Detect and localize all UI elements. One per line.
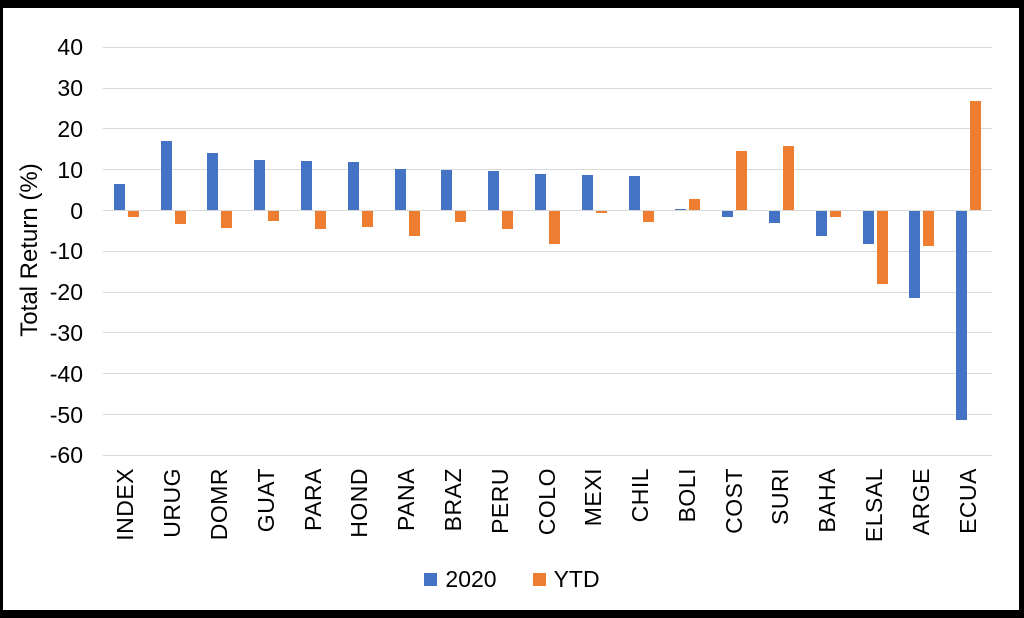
bar-2020-para bbox=[301, 160, 313, 211]
category-label-hond: HOND bbox=[346, 468, 373, 538]
bar-ytd-para bbox=[315, 210, 327, 230]
y-tick-label: 20 bbox=[57, 115, 83, 142]
legend: 2020 YTD bbox=[0, 566, 1024, 593]
gridline bbox=[103, 128, 992, 130]
bar-ytd-pana bbox=[408, 210, 420, 236]
bar-ytd-elsal bbox=[876, 210, 888, 285]
bar-ytd-guat bbox=[268, 210, 280, 222]
bar-2020-colo bbox=[535, 173, 546, 211]
y-tick-label: 30 bbox=[57, 75, 83, 101]
bar-2020-index bbox=[113, 183, 125, 211]
category-label-guat: GUAT bbox=[252, 468, 279, 533]
bar-2020-baha bbox=[815, 210, 827, 237]
category-label-baha: BAHA bbox=[814, 468, 841, 533]
y-tick-label: -20 bbox=[49, 279, 83, 306]
bar-2020-hond bbox=[347, 161, 359, 211]
legend-item-ytd: YTD bbox=[532, 566, 600, 593]
category-label-mexi: MEXI bbox=[580, 468, 607, 527]
gridline bbox=[103, 169, 992, 171]
legend-swatch-ytd bbox=[532, 573, 546, 586]
category-label-peru: PERU bbox=[486, 468, 513, 534]
category-label-para: PARA bbox=[299, 468, 326, 531]
bar-ytd-arge bbox=[923, 210, 935, 247]
gridline bbox=[103, 250, 992, 252]
gridline bbox=[103, 210, 992, 211]
legend-item-2020: 2020 bbox=[424, 566, 497, 593]
bar-2020-domr bbox=[207, 153, 219, 211]
legend-label-2020: 2020 bbox=[445, 566, 497, 592]
bar-2020-suri bbox=[768, 210, 780, 223]
bar-2020-peru bbox=[488, 171, 500, 211]
legend-swatch-2020 bbox=[424, 573, 438, 586]
bar-ytd-cost bbox=[736, 151, 748, 211]
y-tick-label: -30 bbox=[49, 319, 83, 346]
bar-ytd-ecua bbox=[970, 101, 982, 211]
bar-ytd-boli bbox=[689, 199, 701, 211]
y-tick-label: -10 bbox=[49, 238, 83, 265]
category-label-boli: BOLI bbox=[673, 468, 700, 523]
category-label-pana: PANA bbox=[393, 468, 420, 531]
bar-2020-chil bbox=[628, 175, 640, 211]
bar-ytd-braz bbox=[455, 210, 467, 222]
bar-ytd-chil bbox=[642, 210, 654, 223]
y-tick-label: -60 bbox=[49, 442, 83, 469]
y-tick-label: -40 bbox=[49, 360, 83, 387]
y-tick-label: 0 bbox=[70, 197, 83, 224]
category-label-ecua: ECUA bbox=[954, 468, 981, 534]
bar-2020-braz bbox=[441, 170, 453, 211]
gridline bbox=[103, 414, 992, 416]
legend-label-ytd: YTD bbox=[553, 566, 600, 592]
bar-2020-elsal bbox=[862, 210, 874, 245]
gridline bbox=[103, 291, 992, 293]
bar-ytd-mexi bbox=[595, 210, 607, 214]
y-tick-label: -50 bbox=[49, 401, 83, 428]
bar-ytd-hond bbox=[361, 210, 373, 227]
category-label-domr: DOMR bbox=[205, 468, 232, 541]
category-label-chil: CHIL bbox=[627, 468, 654, 523]
bar-2020-boli bbox=[675, 208, 687, 211]
category-label-colo: COLO bbox=[533, 468, 560, 536]
bar-ytd-suri bbox=[782, 146, 794, 211]
gridline bbox=[103, 332, 992, 334]
bar-2020-arge bbox=[909, 210, 921, 299]
bar-ytd-urug bbox=[174, 210, 186, 224]
gridline bbox=[103, 454, 992, 456]
y-tick-label: 10 bbox=[57, 156, 83, 183]
gridline bbox=[103, 373, 992, 375]
bar-2020-ecua bbox=[956, 210, 968, 420]
gridline bbox=[103, 46, 992, 48]
category-label-index: INDEX bbox=[112, 468, 139, 541]
category-label-elsal: ELSAL bbox=[861, 468, 888, 543]
category-label-urug: URUG bbox=[159, 468, 186, 538]
category-label-suri: SURI bbox=[767, 468, 794, 525]
y-tick-label: 40 bbox=[57, 34, 83, 61]
bar-ytd-colo bbox=[549, 210, 560, 245]
category-label-arge: ARGE bbox=[907, 468, 934, 536]
gridline bbox=[103, 87, 992, 89]
bar-2020-pana bbox=[394, 169, 406, 211]
category-label-cost: COST bbox=[720, 468, 747, 534]
bar-2020-urug bbox=[160, 141, 172, 211]
bar-ytd-baha bbox=[829, 210, 841, 218]
bar-2020-mexi bbox=[581, 174, 593, 211]
bar-2020-guat bbox=[254, 159, 266, 211]
bar-ytd-domr bbox=[221, 210, 233, 229]
category-label-braz: BRAZ bbox=[439, 468, 466, 532]
bar-2020-cost bbox=[722, 210, 734, 218]
bar-ytd-index bbox=[127, 210, 139, 217]
bar-ytd-peru bbox=[502, 210, 514, 230]
